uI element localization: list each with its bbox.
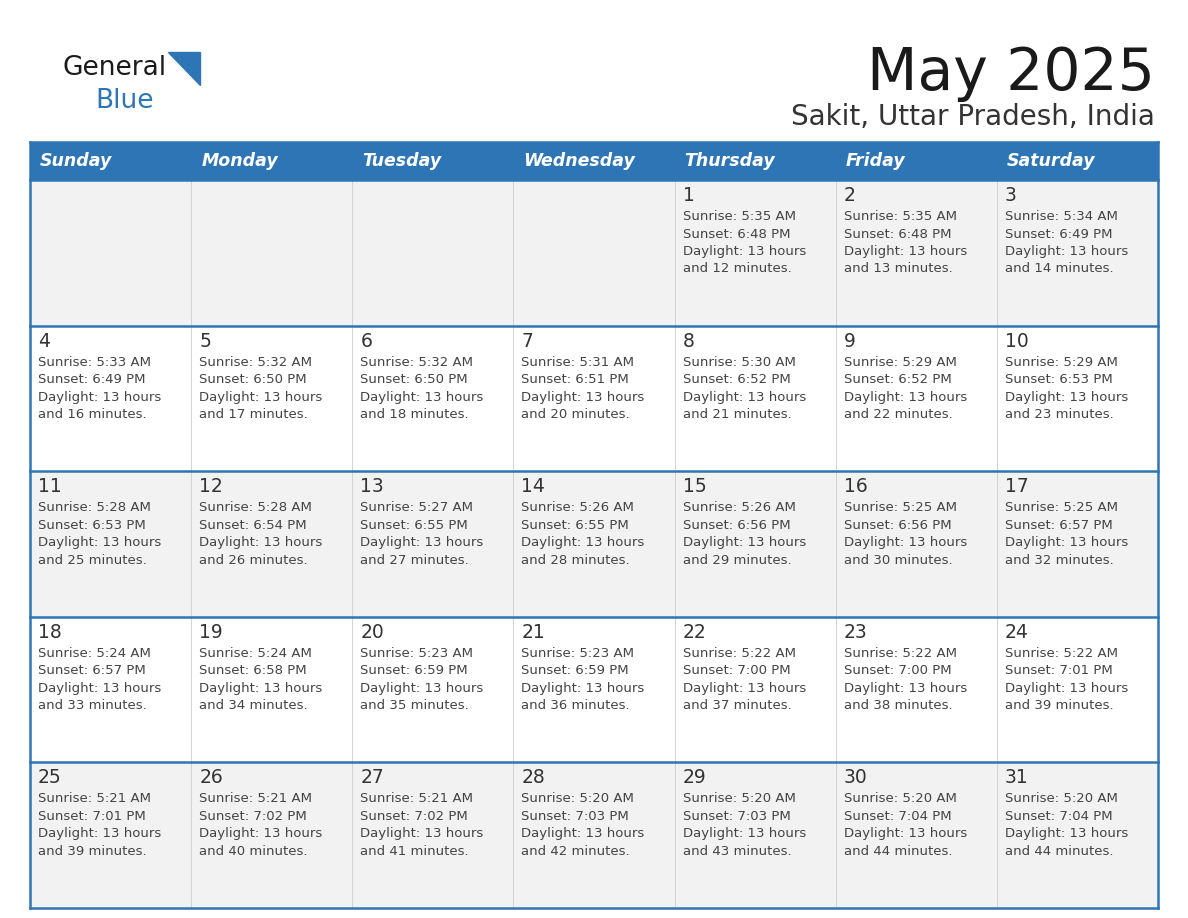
Text: Sunrise: 5:21 AM
Sunset: 7:02 PM
Daylight: 13 hours
and 41 minutes.: Sunrise: 5:21 AM Sunset: 7:02 PM Dayligh… bbox=[360, 792, 484, 858]
Text: Sunrise: 5:30 AM
Sunset: 6:52 PM
Daylight: 13 hours
and 21 minutes.: Sunrise: 5:30 AM Sunset: 6:52 PM Dayligh… bbox=[683, 355, 805, 421]
Text: 25: 25 bbox=[38, 768, 62, 788]
Bar bbox=[30, 326, 1158, 471]
Text: Sunrise: 5:22 AM
Sunset: 7:00 PM
Daylight: 13 hours
and 37 minutes.: Sunrise: 5:22 AM Sunset: 7:00 PM Dayligh… bbox=[683, 647, 805, 712]
Text: Sunrise: 5:25 AM
Sunset: 6:57 PM
Daylight: 13 hours
and 32 minutes.: Sunrise: 5:25 AM Sunset: 6:57 PM Dayligh… bbox=[1005, 501, 1129, 566]
Text: Sakit, Uttar Pradesh, India: Sakit, Uttar Pradesh, India bbox=[791, 103, 1155, 131]
Text: Sunrise: 5:33 AM
Sunset: 6:49 PM
Daylight: 13 hours
and 16 minutes.: Sunrise: 5:33 AM Sunset: 6:49 PM Dayligh… bbox=[38, 355, 162, 421]
Text: Sunrise: 5:24 AM
Sunset: 6:58 PM
Daylight: 13 hours
and 34 minutes.: Sunrise: 5:24 AM Sunset: 6:58 PM Dayligh… bbox=[200, 647, 322, 712]
Bar bbox=[30, 180, 1158, 326]
Text: Monday: Monday bbox=[201, 152, 278, 170]
Text: Sunrise: 5:20 AM
Sunset: 7:04 PM
Daylight: 13 hours
and 44 minutes.: Sunrise: 5:20 AM Sunset: 7:04 PM Dayligh… bbox=[843, 792, 967, 858]
Text: 14: 14 bbox=[522, 477, 545, 497]
Text: 16: 16 bbox=[843, 477, 867, 497]
Text: Sunrise: 5:28 AM
Sunset: 6:54 PM
Daylight: 13 hours
and 26 minutes.: Sunrise: 5:28 AM Sunset: 6:54 PM Dayligh… bbox=[200, 501, 322, 566]
Text: 30: 30 bbox=[843, 768, 867, 788]
Text: Sunrise: 5:26 AM
Sunset: 6:56 PM
Daylight: 13 hours
and 29 minutes.: Sunrise: 5:26 AM Sunset: 6:56 PM Dayligh… bbox=[683, 501, 805, 566]
Text: Sunrise: 5:34 AM
Sunset: 6:49 PM
Daylight: 13 hours
and 14 minutes.: Sunrise: 5:34 AM Sunset: 6:49 PM Dayligh… bbox=[1005, 210, 1129, 275]
Bar bbox=[30, 142, 1158, 180]
Text: 13: 13 bbox=[360, 477, 384, 497]
Text: 7: 7 bbox=[522, 331, 533, 351]
Text: 9: 9 bbox=[843, 331, 855, 351]
Text: 26: 26 bbox=[200, 768, 223, 788]
Text: Sunrise: 5:20 AM
Sunset: 7:04 PM
Daylight: 13 hours
and 44 minutes.: Sunrise: 5:20 AM Sunset: 7:04 PM Dayligh… bbox=[1005, 792, 1129, 858]
Text: Sunrise: 5:29 AM
Sunset: 6:53 PM
Daylight: 13 hours
and 23 minutes.: Sunrise: 5:29 AM Sunset: 6:53 PM Dayligh… bbox=[1005, 355, 1129, 421]
Text: 27: 27 bbox=[360, 768, 384, 788]
Text: Sunrise: 5:22 AM
Sunset: 7:00 PM
Daylight: 13 hours
and 38 minutes.: Sunrise: 5:22 AM Sunset: 7:00 PM Dayligh… bbox=[843, 647, 967, 712]
Text: 10: 10 bbox=[1005, 331, 1029, 351]
Text: Saturday: Saturday bbox=[1007, 152, 1095, 170]
Text: 24: 24 bbox=[1005, 622, 1029, 642]
Text: Sunrise: 5:22 AM
Sunset: 7:01 PM
Daylight: 13 hours
and 39 minutes.: Sunrise: 5:22 AM Sunset: 7:01 PM Dayligh… bbox=[1005, 647, 1129, 712]
Text: Sunrise: 5:32 AM
Sunset: 6:50 PM
Daylight: 13 hours
and 18 minutes.: Sunrise: 5:32 AM Sunset: 6:50 PM Dayligh… bbox=[360, 355, 484, 421]
Text: 20: 20 bbox=[360, 622, 384, 642]
Text: 29: 29 bbox=[683, 768, 707, 788]
Text: Sunrise: 5:20 AM
Sunset: 7:03 PM
Daylight: 13 hours
and 43 minutes.: Sunrise: 5:20 AM Sunset: 7:03 PM Dayligh… bbox=[683, 792, 805, 858]
Text: 2: 2 bbox=[843, 186, 855, 205]
Text: General: General bbox=[62, 55, 166, 81]
Text: Sunrise: 5:24 AM
Sunset: 6:57 PM
Daylight: 13 hours
and 33 minutes.: Sunrise: 5:24 AM Sunset: 6:57 PM Dayligh… bbox=[38, 647, 162, 712]
Text: Sunrise: 5:35 AM
Sunset: 6:48 PM
Daylight: 13 hours
and 12 minutes.: Sunrise: 5:35 AM Sunset: 6:48 PM Dayligh… bbox=[683, 210, 805, 275]
Text: Wednesday: Wednesday bbox=[524, 152, 636, 170]
Text: 18: 18 bbox=[38, 622, 62, 642]
Text: 5: 5 bbox=[200, 331, 211, 351]
Text: Sunrise: 5:21 AM
Sunset: 7:02 PM
Daylight: 13 hours
and 40 minutes.: Sunrise: 5:21 AM Sunset: 7:02 PM Dayligh… bbox=[200, 792, 322, 858]
Text: Sunday: Sunday bbox=[40, 152, 113, 170]
Text: Sunrise: 5:23 AM
Sunset: 6:59 PM
Daylight: 13 hours
and 36 minutes.: Sunrise: 5:23 AM Sunset: 6:59 PM Dayligh… bbox=[522, 647, 645, 712]
Text: 3: 3 bbox=[1005, 186, 1017, 205]
Text: 21: 21 bbox=[522, 622, 545, 642]
Text: Friday: Friday bbox=[846, 152, 905, 170]
Text: Sunrise: 5:20 AM
Sunset: 7:03 PM
Daylight: 13 hours
and 42 minutes.: Sunrise: 5:20 AM Sunset: 7:03 PM Dayligh… bbox=[522, 792, 645, 858]
Text: Thursday: Thursday bbox=[684, 152, 776, 170]
Text: 22: 22 bbox=[683, 622, 707, 642]
Text: Blue: Blue bbox=[95, 88, 153, 114]
Text: 15: 15 bbox=[683, 477, 707, 497]
Text: 19: 19 bbox=[200, 622, 223, 642]
Bar bbox=[30, 763, 1158, 908]
Text: Sunrise: 5:31 AM
Sunset: 6:51 PM
Daylight: 13 hours
and 20 minutes.: Sunrise: 5:31 AM Sunset: 6:51 PM Dayligh… bbox=[522, 355, 645, 421]
Bar bbox=[30, 471, 1158, 617]
Text: 11: 11 bbox=[38, 477, 62, 497]
Text: 12: 12 bbox=[200, 477, 223, 497]
Text: 28: 28 bbox=[522, 768, 545, 788]
Text: 6: 6 bbox=[360, 331, 372, 351]
Text: 17: 17 bbox=[1005, 477, 1029, 497]
Text: Sunrise: 5:27 AM
Sunset: 6:55 PM
Daylight: 13 hours
and 27 minutes.: Sunrise: 5:27 AM Sunset: 6:55 PM Dayligh… bbox=[360, 501, 484, 566]
Text: 23: 23 bbox=[843, 622, 867, 642]
Text: Sunrise: 5:21 AM
Sunset: 7:01 PM
Daylight: 13 hours
and 39 minutes.: Sunrise: 5:21 AM Sunset: 7:01 PM Dayligh… bbox=[38, 792, 162, 858]
Bar bbox=[30, 617, 1158, 763]
Text: 1: 1 bbox=[683, 186, 695, 205]
Text: 4: 4 bbox=[38, 331, 50, 351]
Text: Sunrise: 5:35 AM
Sunset: 6:48 PM
Daylight: 13 hours
and 13 minutes.: Sunrise: 5:35 AM Sunset: 6:48 PM Dayligh… bbox=[843, 210, 967, 275]
Text: Sunrise: 5:32 AM
Sunset: 6:50 PM
Daylight: 13 hours
and 17 minutes.: Sunrise: 5:32 AM Sunset: 6:50 PM Dayligh… bbox=[200, 355, 322, 421]
Text: 8: 8 bbox=[683, 331, 695, 351]
Text: Sunrise: 5:29 AM
Sunset: 6:52 PM
Daylight: 13 hours
and 22 minutes.: Sunrise: 5:29 AM Sunset: 6:52 PM Dayligh… bbox=[843, 355, 967, 421]
Text: 31: 31 bbox=[1005, 768, 1029, 788]
Text: Sunrise: 5:26 AM
Sunset: 6:55 PM
Daylight: 13 hours
and 28 minutes.: Sunrise: 5:26 AM Sunset: 6:55 PM Dayligh… bbox=[522, 501, 645, 566]
Text: Sunrise: 5:25 AM
Sunset: 6:56 PM
Daylight: 13 hours
and 30 minutes.: Sunrise: 5:25 AM Sunset: 6:56 PM Dayligh… bbox=[843, 501, 967, 566]
Polygon shape bbox=[168, 52, 200, 85]
Text: May 2025: May 2025 bbox=[867, 45, 1155, 102]
Text: Sunrise: 5:28 AM
Sunset: 6:53 PM
Daylight: 13 hours
and 25 minutes.: Sunrise: 5:28 AM Sunset: 6:53 PM Dayligh… bbox=[38, 501, 162, 566]
Text: Sunrise: 5:23 AM
Sunset: 6:59 PM
Daylight: 13 hours
and 35 minutes.: Sunrise: 5:23 AM Sunset: 6:59 PM Dayligh… bbox=[360, 647, 484, 712]
Text: Tuesday: Tuesday bbox=[362, 152, 442, 170]
